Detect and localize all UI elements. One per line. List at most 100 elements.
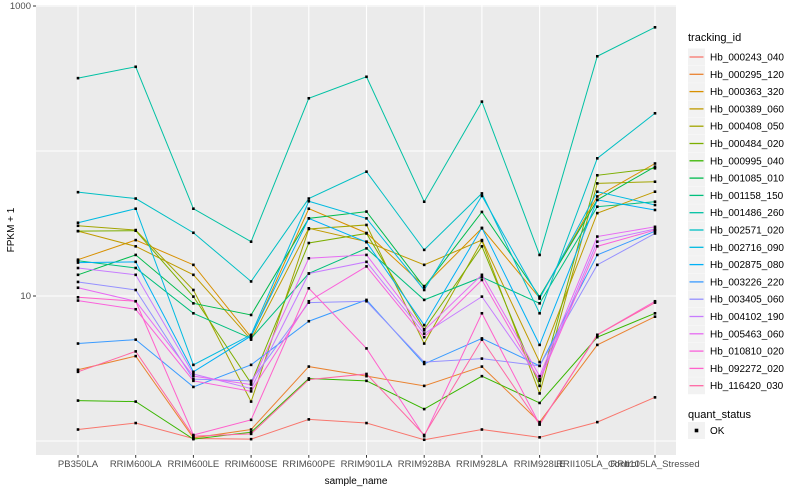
data-point — [538, 423, 541, 426]
data-point — [422, 407, 426, 411]
data-point — [365, 299, 368, 303]
legend-item-label: Hb_003405_060 — [710, 295, 784, 306]
data-point — [134, 253, 137, 257]
x-tick-label: RRIM928LA — [456, 459, 508, 470]
data-point — [596, 335, 599, 339]
data-point — [480, 278, 484, 282]
data-point — [134, 350, 137, 353]
legend-item-label: Hb_000295_120 — [710, 70, 784, 81]
data-point — [192, 434, 195, 438]
data-point — [480, 275, 484, 279]
data-point — [538, 253, 541, 257]
data-point — [76, 370, 80, 374]
data-point — [653, 180, 657, 184]
x-tick-label: RRII105LA_Stressed — [610, 459, 699, 470]
data-point — [134, 299, 137, 303]
y-tick-label: 10 — [20, 291, 31, 302]
data-point — [249, 379, 253, 383]
data-point — [76, 273, 80, 277]
data-point — [76, 399, 80, 402]
data-point — [596, 240, 599, 243]
data-point — [307, 418, 311, 421]
data-point — [249, 363, 253, 367]
chart-generated-layer: PB350LA RRIM600LA RRIM600LE RRIM600SE RRIM60… — [10, 1, 785, 470]
data-point — [134, 288, 137, 292]
legend-item-label: Hb_002716_090 — [710, 243, 784, 254]
data-point — [480, 311, 484, 315]
data-point — [480, 428, 484, 431]
data-point — [653, 162, 657, 165]
data-point — [365, 298, 368, 302]
data-point — [596, 245, 599, 248]
data-point — [192, 295, 195, 298]
data-point — [192, 377, 195, 381]
data-point — [134, 400, 137, 403]
data-point — [422, 360, 426, 364]
data-point — [480, 357, 484, 360]
data-point — [249, 334, 253, 338]
data-point — [134, 197, 137, 200]
legend-item-label: Hb_000995_040 — [710, 156, 784, 167]
data-point — [596, 211, 599, 215]
data-point — [192, 385, 195, 389]
data-point — [76, 342, 80, 345]
data-point — [653, 190, 657, 193]
data-point — [365, 372, 368, 376]
x-tick-label: RRIM928LE — [514, 459, 566, 470]
data-point — [365, 75, 368, 79]
legend-item-label: Hb_001486_260 — [710, 208, 784, 219]
data-point — [249, 383, 253, 386]
data-point — [422, 298, 426, 302]
data-point — [76, 428, 80, 431]
data-point — [653, 225, 657, 229]
data-point — [422, 362, 426, 366]
data-point — [653, 200, 657, 204]
legend-item-label: Hb_000363_320 — [710, 87, 784, 98]
data-point — [422, 329, 426, 332]
quant-status-legend-title: quant_status — [688, 409, 751, 421]
data-point — [249, 387, 253, 390]
legend-item-label: Hb_005463_060 — [710, 329, 784, 340]
data-point — [422, 323, 426, 327]
data-point — [134, 421, 137, 425]
data-point — [76, 286, 80, 290]
data-point — [422, 248, 426, 252]
data-point — [307, 365, 311, 368]
data-point — [192, 370, 195, 374]
data-point — [134, 273, 137, 277]
data-point — [307, 241, 311, 245]
data-point — [76, 295, 80, 299]
data-point — [192, 372, 195, 376]
data-point — [192, 288, 195, 292]
data-point — [422, 438, 426, 442]
data-point — [422, 200, 426, 204]
data-point — [307, 301, 311, 304]
data-point — [365, 347, 368, 350]
data-point — [134, 245, 137, 248]
data-point — [653, 166, 657, 170]
data-point — [249, 428, 253, 431]
data-point — [365, 253, 368, 257]
data-point — [307, 217, 311, 220]
data-point — [192, 363, 195, 367]
x-tick-label: RRIM928BA — [398, 459, 451, 470]
data-point — [596, 173, 599, 177]
data-point — [653, 299, 657, 303]
data-point — [596, 190, 599, 193]
data-point — [76, 266, 80, 270]
data-point — [422, 263, 426, 267]
data-point — [134, 307, 137, 311]
data-point — [365, 223, 368, 227]
legend-item-label: Hb_000389_060 — [710, 104, 784, 115]
data-point — [365, 379, 368, 383]
data-point — [653, 203, 657, 207]
data-point — [307, 197, 311, 200]
data-point — [249, 280, 253, 283]
data-point — [422, 285, 426, 289]
data-point — [249, 430, 253, 434]
data-point — [480, 194, 484, 198]
data-point — [134, 229, 137, 233]
data-point — [134, 207, 137, 211]
data-point — [480, 192, 484, 195]
